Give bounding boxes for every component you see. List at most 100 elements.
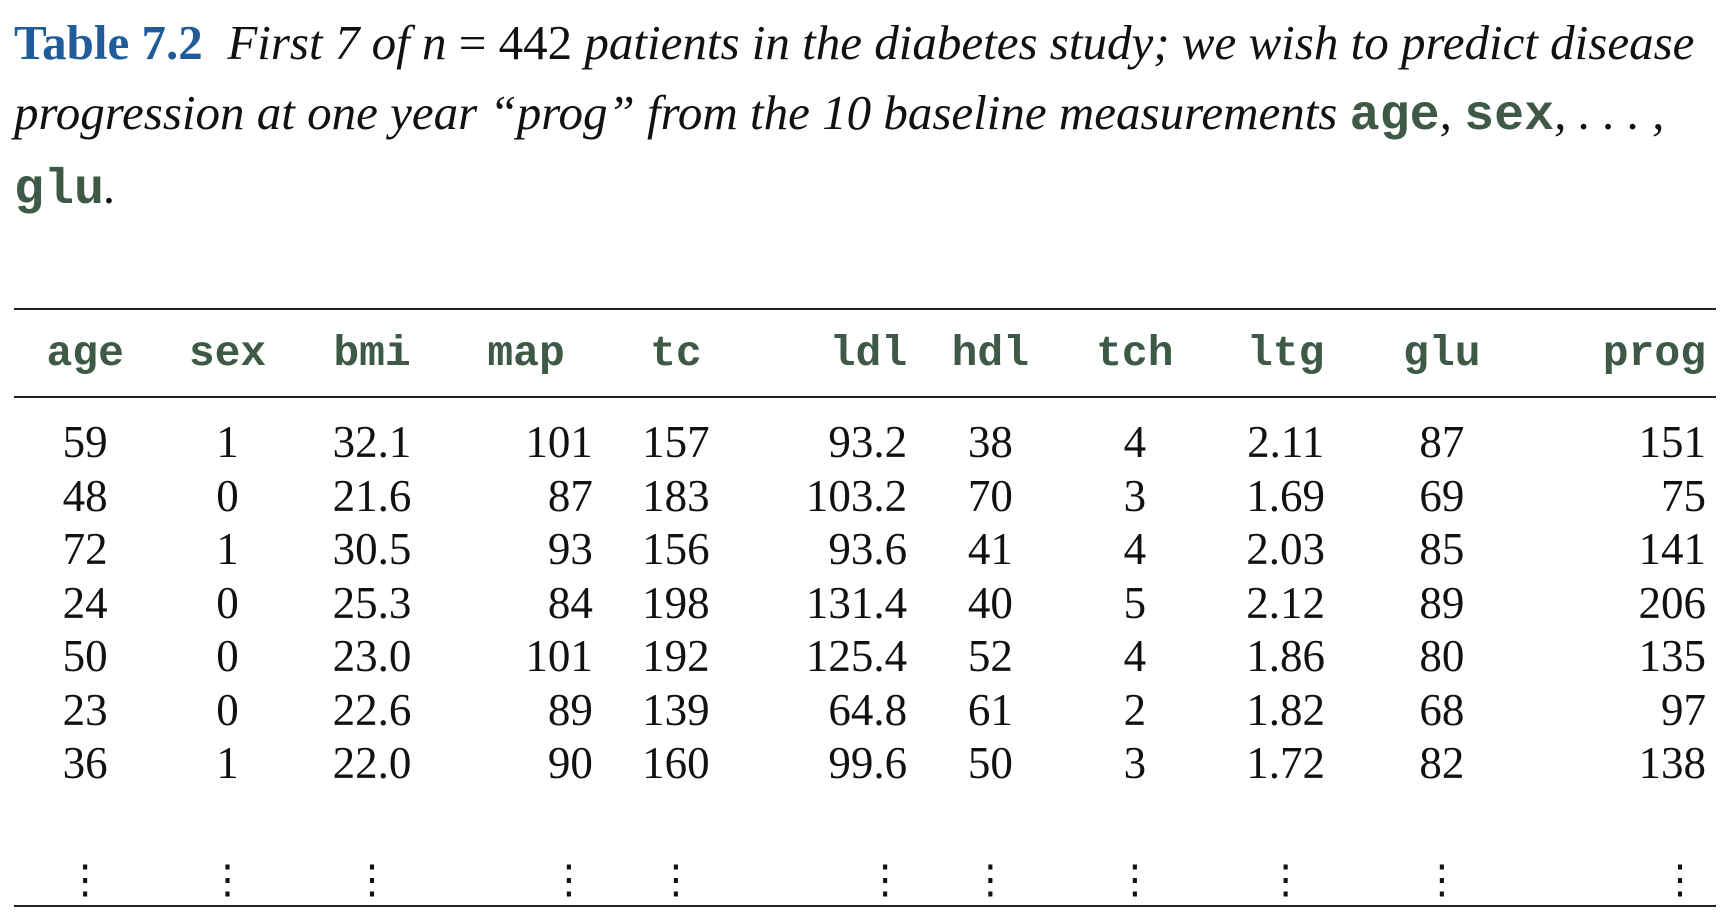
caption-period: .: [104, 159, 117, 214]
cell-ltg: 1.72: [1246, 738, 1326, 788]
cell-glu: 69: [1419, 470, 1465, 521]
cell-glu: 82: [1419, 738, 1465, 788]
table-row: 24 0 25.3 84 198 131.4 40 5 2.12 89 206: [14, 577, 1716, 631]
table-top-rule: [14, 308, 1716, 310]
cell-tch: 4: [1123, 631, 1147, 681]
cell-hdl: 70: [967, 470, 1013, 521]
cell-ltg: 1.82: [1246, 684, 1326, 735]
caption-var-sex: sex: [1464, 88, 1555, 145]
cell-prog: 97: [1661, 684, 1706, 735]
column-header-ldl: ldl: [829, 328, 908, 378]
vertical-ellipsis: ⋮: [970, 856, 1011, 902]
cell-ldl: 99.6: [828, 738, 908, 788]
column-header-tch: tch: [1096, 328, 1174, 378]
table-row: 59 1 32.1 101 157 93.2 38 4 2.11 87 151: [14, 396, 1716, 470]
cell-ldl: 93.6: [828, 524, 908, 574]
cell-sex: 1: [216, 417, 239, 467]
vertical-ellipsis: ⋮: [207, 856, 248, 902]
cell-tc: 139: [642, 684, 710, 735]
cell-age: 24: [62, 577, 108, 628]
caption-prog: prog: [516, 85, 608, 140]
table-row: 72 1 30.5 93 156 93.6 41 4 2.03 85 141: [14, 523, 1716, 577]
caption-var-age: age: [1349, 88, 1440, 145]
cell-prog: 141: [1638, 524, 1707, 574]
table-caption: Table 7.2 First 7 of n = 442 patients in…: [14, 8, 1704, 226]
column-header-map: map: [487, 328, 565, 378]
cell-map: 87: [547, 470, 593, 521]
caption-comma: ,: [1439, 85, 1465, 140]
cell-tc: 160: [642, 738, 710, 788]
cell-ldl: 125.4: [805, 631, 908, 681]
cell-bmi: 21.6: [332, 470, 412, 521]
cell-map: 101: [525, 417, 593, 467]
caption-ellipsis: , . . . ,: [1554, 85, 1665, 140]
cell-glu: 68: [1419, 684, 1465, 735]
cell-age: 50: [62, 631, 108, 681]
cell-ldl: 103.2: [805, 470, 908, 521]
cell-prog: 138: [1638, 738, 1707, 788]
column-header-ltg: ltg: [1246, 328, 1325, 378]
cell-tch: 3: [1123, 738, 1147, 788]
caption-text-3: ” from the 10 baseline measurements: [607, 85, 1350, 140]
vertical-ellipsis: ⋮: [1421, 856, 1462, 902]
cell-ldl: 93.2: [828, 417, 908, 467]
vertical-ellipsis: ⋮: [548, 856, 589, 902]
cell-age: 48: [62, 470, 108, 521]
cell-prog: 206: [1638, 577, 1707, 628]
cell-sex: 0: [216, 470, 239, 521]
vertical-ellipsis: ⋮: [1114, 856, 1155, 902]
cell-tch: 4: [1123, 524, 1147, 574]
vertical-ellipsis: ⋮: [865, 856, 906, 902]
table-number: Table 7.2: [14, 15, 203, 70]
cell-age: 23: [62, 684, 108, 735]
vertical-ellipsis: ⋮: [352, 856, 393, 902]
cell-bmi: 25.3: [332, 577, 412, 628]
cell-map: 90: [547, 738, 593, 788]
cell-tc: 198: [642, 577, 710, 628]
column-header-prog: prog: [1602, 328, 1706, 378]
cell-hdl: 41: [967, 524, 1013, 574]
column-header-glu: glu: [1403, 328, 1481, 378]
cell-tc: 157: [642, 417, 710, 467]
caption-var-glu: glu: [14, 162, 105, 219]
cell-glu: 80: [1419, 631, 1465, 681]
column-header-bmi: bmi: [333, 328, 411, 378]
cell-prog: 135: [1638, 631, 1707, 681]
cell-ldl: 131.4: [805, 577, 908, 628]
cell-ltg: 1.69: [1246, 470, 1326, 521]
cell-map: 93: [547, 524, 593, 574]
cell-age: 59: [62, 417, 108, 467]
caption-n-symbol: n: [421, 15, 447, 70]
caption-text-1: First 7 of: [227, 15, 422, 70]
cell-tch: 3: [1123, 470, 1147, 521]
diabetes-data-table: age sex bmi map tc ldl hdl tch ltg glu p…: [14, 310, 1716, 902]
cell-hdl: 61: [967, 684, 1013, 735]
vertical-ellipsis: ⋮: [1265, 856, 1306, 902]
cell-tch: 5: [1123, 577, 1147, 628]
cell-tc: 192: [642, 631, 710, 681]
cell-sex: 0: [216, 577, 239, 628]
cell-age: 72: [62, 524, 108, 574]
caption-n-value: 442: [498, 15, 573, 70]
cell-sex: 1: [216, 738, 239, 788]
cell-age: 36: [62, 738, 108, 788]
cell-bmi: 22.0: [332, 738, 412, 788]
cell-tc: 183: [642, 470, 710, 521]
cell-hdl: 38: [967, 417, 1013, 467]
continuation-row: ⋮ ⋮ ⋮ ⋮ ⋮ ⋮ ⋮ ⋮ ⋮ ⋮ ⋮: [14, 791, 1716, 902]
cell-sex: 0: [216, 684, 239, 735]
cell-bmi: 23.0: [332, 631, 412, 681]
header-row: age sex bmi map tc ldl hdl tch ltg glu p…: [14, 310, 1716, 396]
cell-prog: 151: [1638, 417, 1707, 467]
table-bottom-rule: [14, 905, 1716, 907]
cell-hdl: 52: [967, 631, 1013, 681]
cell-glu: 85: [1419, 524, 1465, 574]
cell-sex: 0: [216, 631, 239, 681]
cell-tch: 2: [1123, 684, 1147, 735]
vertical-ellipsis: ⋮: [1660, 856, 1700, 902]
cell-hdl: 40: [967, 577, 1013, 628]
cell-bmi: 22.6: [332, 684, 412, 735]
table-row: 36 1 22.0 90 160 99.6 50 3 1.72 82 138: [14, 737, 1716, 791]
cell-tch: 4: [1123, 417, 1147, 467]
cell-bmi: 32.1: [332, 417, 412, 467]
